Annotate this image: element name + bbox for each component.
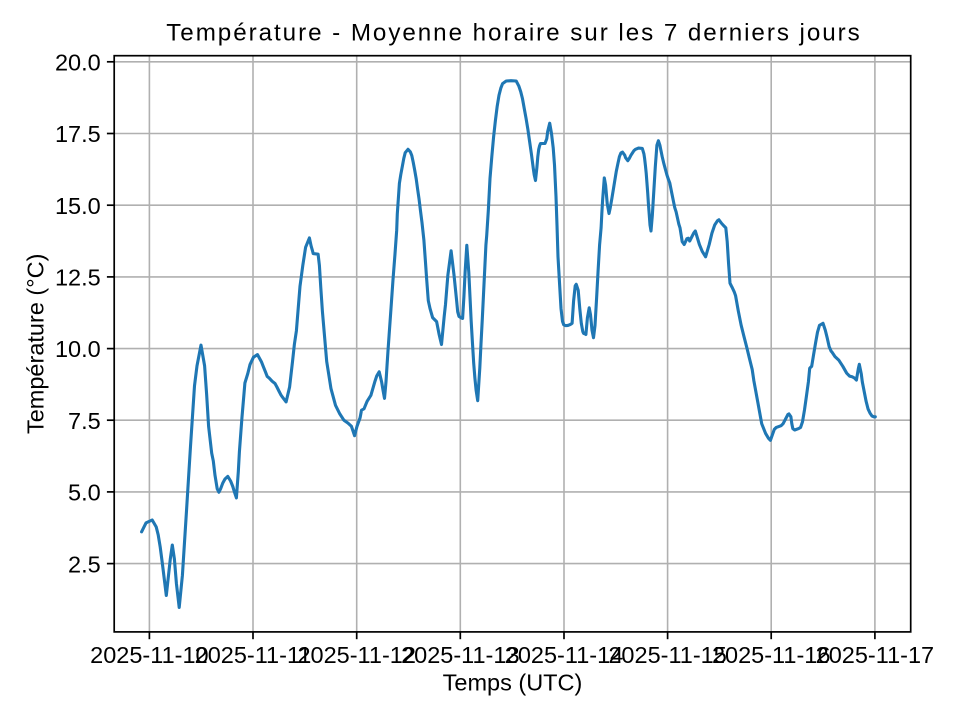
svg-text:Temps (UTC): Temps (UTC) [443,670,583,696]
svg-text:2025-11-15: 2025-11-15 [608,642,726,668]
svg-text:20.0: 20.0 [55,50,101,76]
svg-text:2025-11-14: 2025-11-14 [505,642,623,668]
svg-text:2025-11-13: 2025-11-13 [401,642,519,668]
svg-text:10.0: 10.0 [55,336,101,362]
svg-text:5.0: 5.0 [68,480,101,506]
svg-text:15.0: 15.0 [55,193,101,219]
svg-text:12.5: 12.5 [55,265,101,291]
svg-text:17.5: 17.5 [55,121,101,147]
svg-text:2025-11-12: 2025-11-12 [297,642,415,668]
svg-text:2025-11-11: 2025-11-11 [195,642,312,668]
svg-text:2025-11-10: 2025-11-10 [90,642,208,668]
svg-text:Température (°C): Température (°C) [23,254,49,434]
svg-text:Température - Moyenne horaire: Température - Moyenne horaire sur les 7 … [166,19,861,46]
svg-text:2025-11-16: 2025-11-16 [712,642,830,668]
svg-text:7.5: 7.5 [68,408,101,434]
svg-text:2.5: 2.5 [68,551,101,577]
svg-text:2025-11-17: 2025-11-17 [816,642,934,668]
